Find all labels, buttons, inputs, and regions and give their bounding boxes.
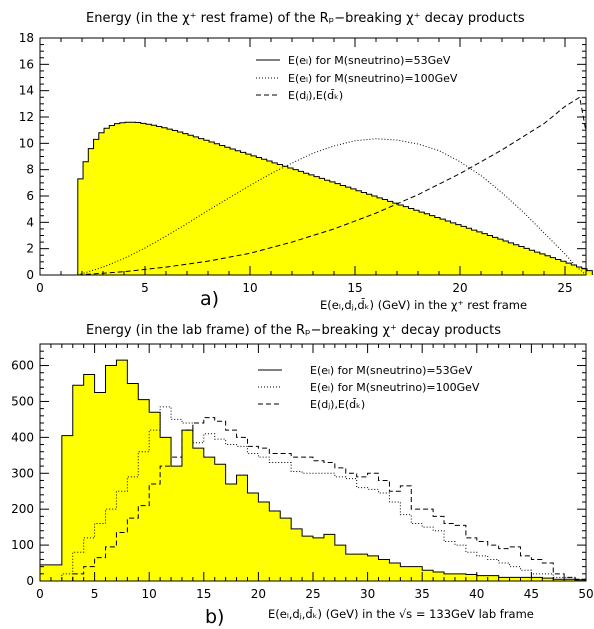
y-tick-label: 300 — [11, 466, 34, 480]
panel-a-label: a) — [200, 288, 219, 310]
y-tick-label: 12 — [19, 110, 34, 124]
x-tick-label: 15 — [347, 281, 362, 295]
x-tick-label: 25 — [557, 281, 572, 295]
y-tick-label: 14 — [19, 84, 34, 98]
panel-b-title: Energy (in the lab frame) of the Rₚ−brea… — [86, 323, 501, 338]
y-tick-label: 8 — [26, 163, 34, 177]
y-tick-label: 0 — [26, 574, 34, 588]
y-tick-label: 100 — [11, 538, 34, 552]
panel-a-x-axis: 0 5 10 15 20 25 — [36, 38, 573, 295]
y-tick-label: 10 — [19, 136, 34, 150]
panel-a: Energy (in the χ⁺ rest frame) of the Rₚ−… — [19, 11, 593, 312]
x-tick-label: 5 — [91, 587, 99, 601]
legend-label: E(eₗ) for M(sneutrino)=53GeV — [310, 364, 473, 377]
x-tick-label: 20 — [251, 587, 266, 601]
panel-a-x-axis-label: E(eₗ,dⱼ,d̄ₖ) (GeV) in the χ⁺ rest frame — [320, 298, 527, 312]
x-tick-label: 50 — [578, 587, 593, 601]
legend-label: E(dⱼ),E(d̄ₖ) — [288, 89, 343, 102]
legend-label: E(eₗ) for M(sneutrino)=100GeV — [310, 381, 480, 394]
dotted-histogram — [40, 406, 587, 582]
x-tick-label: 10 — [242, 281, 257, 295]
x-tick-label: 25 — [305, 587, 320, 601]
x-tick-label: 20 — [452, 281, 467, 295]
histogram-outline — [77, 121, 593, 275]
legend-label: E(eₗ) for M(sneutrino)=100GeV — [288, 72, 458, 85]
histogram-fill — [40, 360, 586, 581]
panel-a-legend: E(eₗ) for M(sneutrino)=53GeV E(eₗ) for M… — [256, 54, 458, 102]
panel-b-label: b) — [205, 606, 224, 628]
legend-label: E(dⱼ),E(d̄ₖ) — [310, 398, 365, 411]
x-tick-label: 40 — [469, 587, 484, 601]
y-tick-label: 4 — [26, 215, 34, 229]
y-tick-label: 18 — [19, 31, 34, 45]
x-tick-label: 45 — [524, 587, 539, 601]
y-tick-label: 600 — [11, 359, 34, 373]
x-tick-label: 0 — [36, 281, 44, 295]
x-tick-label: 5 — [141, 281, 149, 295]
y-tick-label: 6 — [26, 189, 34, 203]
x-tick-label: 35 — [415, 587, 430, 601]
panel-a-y-axis: 0 2 4 6 8 10 12 14 16 18 — [19, 31, 586, 282]
y-tick-label: 200 — [11, 502, 34, 516]
y-tick-label: 2 — [26, 242, 34, 256]
y-tick-label: 400 — [11, 430, 34, 444]
panel-b-legend: E(eₗ) for M(sneutrino)=53GeV E(eₗ) for M… — [258, 364, 480, 411]
x-tick-label: 30 — [360, 587, 375, 601]
y-tick-label: 500 — [11, 394, 34, 408]
legend-label: E(eₗ) for M(sneutrino)=53GeV — [288, 54, 451, 67]
y-tick-label: 0 — [26, 268, 34, 282]
panel-b: Energy (in the lab frame) of the Rₚ−brea… — [11, 323, 594, 628]
panel-b-x-axis: 0 5 10 15 20 25 30 35 40 45 50 — [36, 344, 594, 601]
panel-a-title: Energy (in the χ⁺ rest frame) of the Rₚ−… — [86, 11, 525, 26]
panel-b-x-axis-label: E(eₗ,dⱼ,d̄ₖ) (GeV) in the √s = 133GeV la… — [268, 607, 534, 621]
x-tick-label: 10 — [142, 587, 157, 601]
y-tick-label: 16 — [19, 57, 34, 71]
panel-a-plot — [40, 96, 593, 276]
histogram-fill — [77, 122, 593, 276]
dashed-curve — [77, 96, 587, 276]
x-tick-label: 15 — [196, 587, 211, 601]
x-tick-label: 0 — [36, 587, 44, 601]
dashed-histogram — [40, 417, 587, 582]
panel-b-y-axis: 0 100 200 300 400 500 600 — [11, 350, 586, 588]
